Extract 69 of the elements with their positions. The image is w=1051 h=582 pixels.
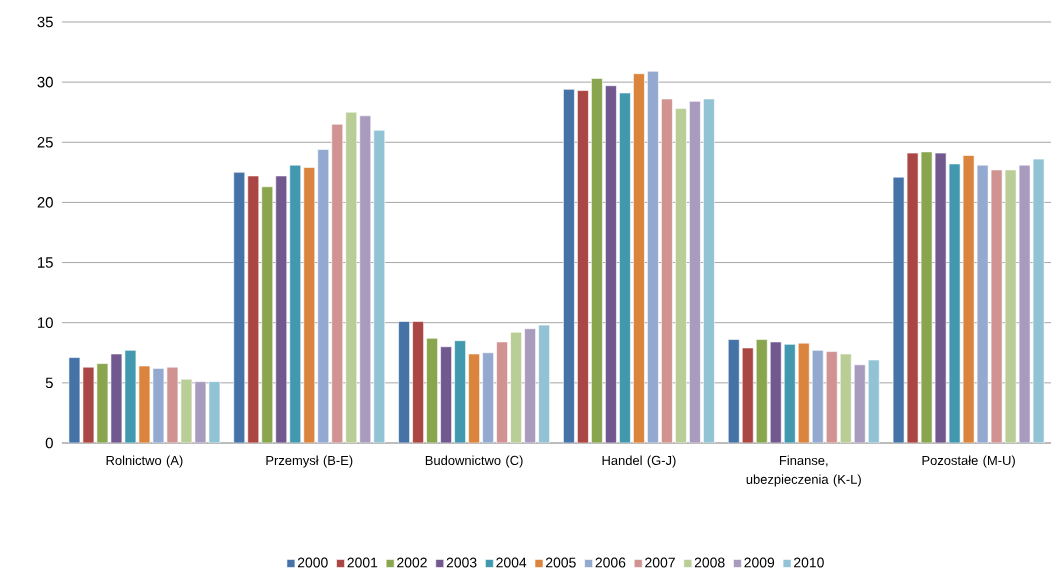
bar bbox=[359, 115, 372, 443]
bar bbox=[811, 350, 824, 443]
bar bbox=[839, 353, 852, 443]
bar bbox=[510, 332, 522, 443]
bar bbox=[633, 73, 645, 443]
y-tick-label: 5 bbox=[45, 377, 53, 389]
bar bbox=[605, 85, 617, 443]
bar bbox=[703, 98, 715, 443]
bar bbox=[440, 346, 452, 443]
bar bbox=[398, 321, 410, 443]
x-tick-label: Przemysł (B-E) bbox=[266, 455, 353, 468]
legend-label: 2008 bbox=[694, 557, 725, 568]
bar bbox=[853, 364, 866, 443]
legend-label: 2001 bbox=[347, 557, 378, 568]
bar bbox=[275, 175, 288, 443]
x-tick-label: Finanse, ubezpieczenia (K-L) bbox=[746, 455, 861, 487]
legend-label: 2007 bbox=[645, 557, 675, 568]
bar bbox=[454, 340, 466, 443]
bar bbox=[482, 352, 494, 443]
bar bbox=[524, 328, 536, 443]
legend-label: 2004 bbox=[496, 557, 527, 568]
bar bbox=[412, 321, 424, 443]
y-tick-label: 25 bbox=[37, 136, 53, 148]
bar bbox=[741, 347, 754, 443]
bar bbox=[468, 353, 480, 443]
legend-label: 2006 bbox=[595, 557, 626, 568]
bar bbox=[727, 339, 740, 443]
y-tick-label: 30 bbox=[37, 76, 53, 88]
bar bbox=[797, 342, 810, 443]
y-tick-label: 20 bbox=[37, 197, 53, 208]
legend-label: 2003 bbox=[446, 557, 477, 568]
bar bbox=[538, 324, 550, 443]
bar bbox=[233, 172, 246, 443]
bar bbox=[825, 351, 838, 443]
bar bbox=[591, 78, 603, 443]
bar bbox=[261, 186, 274, 443]
bar bbox=[689, 101, 701, 443]
bar bbox=[426, 338, 438, 443]
bar bbox=[289, 164, 302, 443]
y-tick-label: 35 bbox=[37, 16, 53, 28]
bar bbox=[577, 90, 589, 443]
legend-label: 2000 bbox=[297, 557, 328, 568]
bar bbox=[661, 98, 673, 443]
bar bbox=[675, 108, 687, 443]
x-tick-label: Rolnictwo (A) bbox=[106, 455, 183, 468]
bar bbox=[867, 359, 880, 443]
bar bbox=[317, 149, 330, 443]
bar bbox=[783, 344, 796, 443]
legend-label: 2005 bbox=[546, 557, 576, 568]
bar bbox=[619, 92, 631, 443]
bar bbox=[345, 111, 358, 443]
bar bbox=[331, 123, 344, 443]
x-tick-label: Budownictwo (C) bbox=[425, 455, 523, 468]
y-tick-label: 10 bbox=[38, 317, 53, 328]
bar bbox=[373, 129, 386, 443]
bar bbox=[647, 71, 659, 443]
legend-label: 2002 bbox=[397, 557, 427, 568]
bar bbox=[769, 341, 782, 443]
bar bbox=[247, 175, 260, 443]
x-tick-label: Handel (G-J) bbox=[602, 455, 676, 468]
x-tick-label: Pozostałe (M-U) bbox=[922, 455, 1015, 468]
legend-label: 2009 bbox=[744, 557, 775, 568]
bar bbox=[303, 167, 316, 443]
bar bbox=[755, 339, 768, 443]
bar bbox=[563, 89, 575, 443]
legend-label: 2010 bbox=[794, 557, 824, 568]
y-tick-label: 15 bbox=[38, 257, 53, 268]
bar bbox=[496, 341, 508, 443]
y-tick-label: 0 bbox=[45, 437, 53, 449]
